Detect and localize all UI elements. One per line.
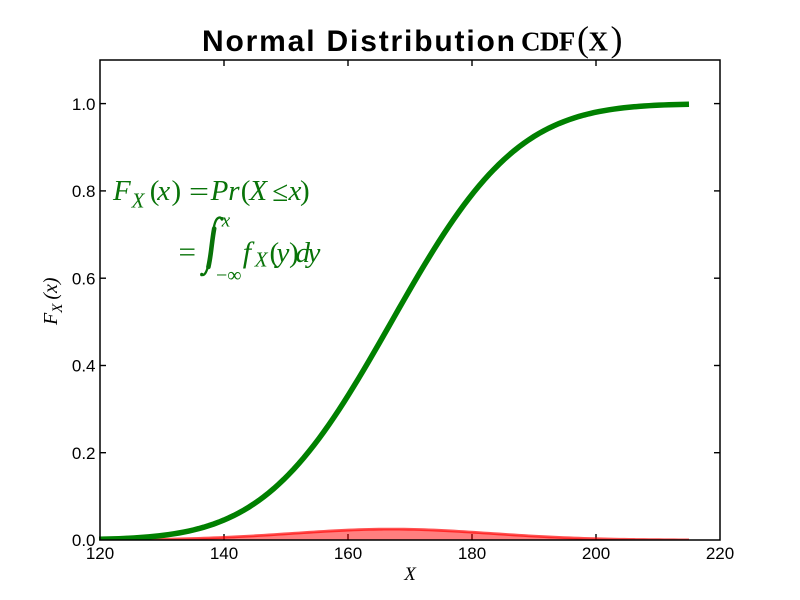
svg-text:): ) bbox=[172, 175, 182, 207]
svg-text:120: 120 bbox=[86, 544, 114, 563]
svg-text:FX (x): FX (x) bbox=[40, 277, 66, 326]
svg-text:≤: ≤ bbox=[272, 176, 288, 208]
svg-text:d: d bbox=[296, 237, 311, 269]
svg-text:X: X bbox=[248, 175, 268, 207]
svg-text:X: X bbox=[589, 27, 609, 57]
svg-text:): ) bbox=[300, 175, 310, 207]
svg-text:220: 220 bbox=[706, 544, 734, 563]
svg-text:X: X bbox=[254, 248, 269, 272]
svg-text:=: = bbox=[179, 237, 197, 269]
svg-text:=: = bbox=[189, 176, 209, 208]
svg-text:180: 180 bbox=[458, 544, 486, 563]
svg-text:X: X bbox=[403, 564, 417, 585]
svg-text:y: y bbox=[305, 237, 321, 269]
svg-text:160: 160 bbox=[334, 544, 362, 563]
svg-text:x: x bbox=[156, 175, 170, 207]
svg-text:0.0: 0.0 bbox=[72, 531, 96, 550]
svg-text:1.0: 1.0 bbox=[72, 95, 96, 114]
svg-text:CDF: CDF bbox=[521, 27, 575, 57]
svg-text:y: y bbox=[274, 237, 290, 269]
svg-text:−∞: −∞ bbox=[216, 265, 242, 287]
svg-text:0.6: 0.6 bbox=[72, 269, 96, 288]
svg-text:F: F bbox=[112, 175, 131, 207]
svg-text:140: 140 bbox=[210, 544, 238, 563]
svg-text:0.2: 0.2 bbox=[72, 444, 96, 463]
svg-text:0.4: 0.4 bbox=[72, 357, 96, 376]
svg-text:(: ( bbox=[577, 19, 589, 59]
svg-text:(: ( bbox=[241, 175, 251, 207]
svg-text:x: x bbox=[288, 175, 302, 207]
svg-text:0.8: 0.8 bbox=[72, 182, 96, 201]
svg-text:(: ( bbox=[270, 237, 280, 269]
svg-text:): ) bbox=[289, 237, 299, 269]
svg-text:200: 200 bbox=[582, 544, 610, 563]
svg-text:x: x bbox=[221, 211, 231, 232]
svg-text:(: ( bbox=[150, 175, 160, 207]
svg-text:Pr: Pr bbox=[210, 175, 241, 207]
svg-text:): ) bbox=[611, 19, 623, 59]
svg-text:X: X bbox=[131, 188, 146, 212]
